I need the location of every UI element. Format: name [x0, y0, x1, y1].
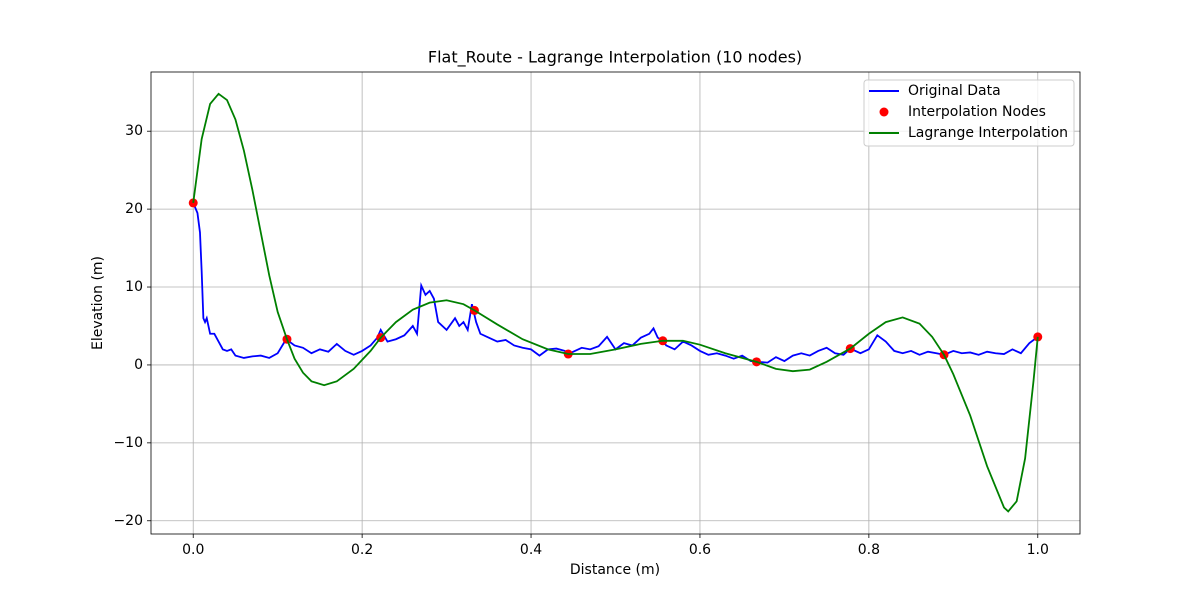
x-tick-label: 1.0 [1027, 542, 1049, 558]
plot-area [188, 92, 1043, 513]
x-tick-label: 0.6 [689, 542, 711, 558]
grid [151, 72, 1080, 534]
chart-title: Flat_Route - Lagrange Interpolation (10 … [428, 48, 802, 68]
legend-label: Interpolation Nodes [908, 104, 1046, 120]
legend-box [863, 79, 1075, 147]
x-tick-label: 0.8 [858, 542, 880, 558]
y-tick-label: 20 [125, 201, 143, 217]
y-axis-label: Elevation (m) [90, 256, 106, 350]
legend-marker [879, 107, 889, 117]
legend-label: Lagrange Interpolation [908, 125, 1068, 141]
y-tick-label: −20 [113, 513, 143, 529]
x-tick-label: 0.0 [182, 542, 204, 558]
line-series [192, 92, 1039, 513]
y-tick-label: 10 [125, 279, 143, 295]
x-tick-label: 0.2 [351, 542, 373, 558]
x-tick-label: 0.4 [520, 542, 542, 558]
axes-frame [150, 71, 1081, 535]
legend: Original Data Interpolation Nodes Lagrange… [863, 79, 1075, 147]
x-axis-label: Distance (m) [570, 562, 660, 578]
legend-label: Original Data [908, 83, 1001, 99]
y-tick-label: −10 [113, 435, 143, 451]
line-series [192, 202, 1039, 364]
y-tick-label: 0 [134, 357, 143, 373]
y-tick-label: 30 [125, 123, 143, 139]
